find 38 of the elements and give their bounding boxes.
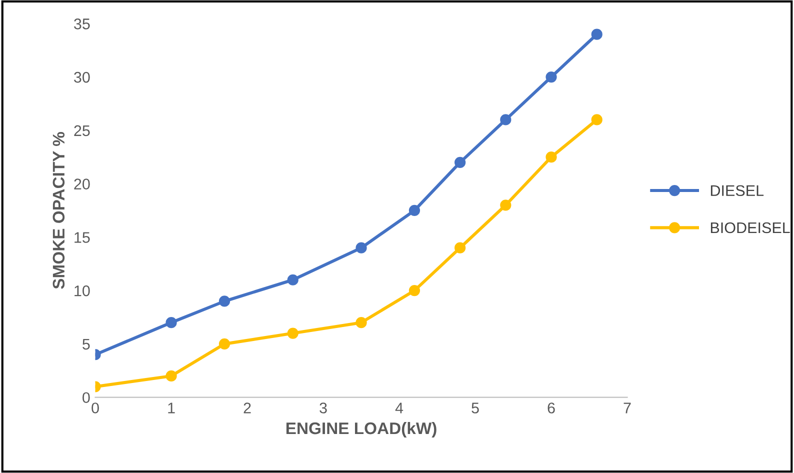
point bbox=[408, 204, 420, 216]
point bbox=[287, 328, 298, 339]
y-tick-label: 0 bbox=[82, 392, 90, 404]
y-tick-label: 5 bbox=[82, 338, 90, 350]
point bbox=[166, 317, 177, 328]
point bbox=[287, 274, 298, 286]
x-tick-label: 2 bbox=[244, 402, 251, 414]
x-tick-label: 1 bbox=[168, 402, 175, 414]
x-tick-label: 3 bbox=[320, 402, 327, 414]
point bbox=[166, 370, 177, 382]
x-tick-label: 6 bbox=[548, 402, 555, 414]
legend-label: BIODEISEL bbox=[710, 222, 790, 234]
point bbox=[591, 28, 602, 40]
y-tick-label: 15 bbox=[74, 232, 90, 243]
point bbox=[356, 242, 367, 254]
x-tick-label: 5 bbox=[472, 402, 479, 414]
x-tick-label: 0 bbox=[92, 402, 99, 414]
point bbox=[454, 242, 466, 254]
point bbox=[356, 317, 367, 328]
point bbox=[546, 71, 557, 83]
point bbox=[218, 338, 230, 350]
point bbox=[408, 285, 420, 296]
y-tick-label: 30 bbox=[74, 72, 90, 83]
y-axis-title: SMOKE OPACITY % bbox=[52, 132, 65, 289]
point bbox=[500, 200, 512, 211]
point bbox=[454, 156, 466, 168]
x-tick-label: 4 bbox=[395, 402, 404, 414]
legend-label: DIESEL bbox=[710, 185, 764, 196]
y-tick-label: 20 bbox=[74, 178, 90, 190]
point bbox=[591, 114, 602, 126]
y-tick-label: 10 bbox=[74, 285, 90, 296]
point bbox=[500, 114, 512, 126]
point bbox=[546, 152, 557, 163]
y-tick-label: 35 bbox=[74, 18, 90, 30]
y-tick-label: 25 bbox=[74, 125, 90, 136]
x-tick-label: 7 bbox=[624, 402, 631, 414]
x-axis-title: ENGINE LOAD(kW) bbox=[286, 422, 436, 438]
point bbox=[218, 296, 230, 307]
